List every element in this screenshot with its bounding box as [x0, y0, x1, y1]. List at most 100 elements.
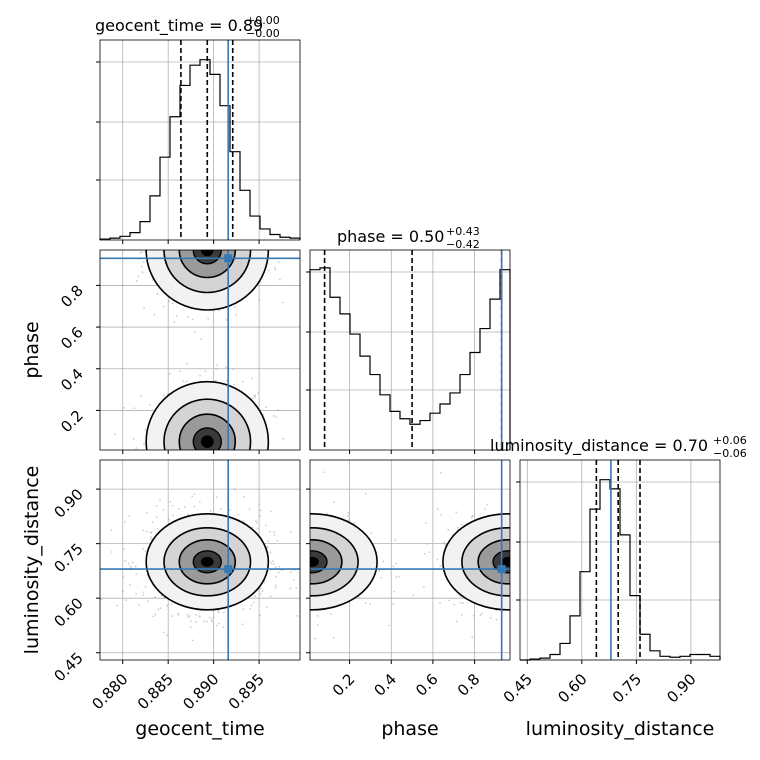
scatter-point [569, 555, 571, 557]
scatter-point [412, 594, 415, 597]
scatter-point [183, 455, 185, 457]
scatter-point [206, 620, 208, 623]
xtick-label-geocent_time: 0.880 [88, 670, 131, 713]
scatter-point [516, 511, 518, 513]
scatter-point [242, 489, 244, 491]
title-luminosity-distance-label: luminosity_distance = [490, 436, 672, 456]
scatter-point [533, 539, 535, 541]
scatter-point [274, 566, 277, 569]
scatter-point [157, 215, 159, 217]
scatter-point [281, 557, 283, 559]
scatter-point [274, 268, 277, 271]
scatter-point [513, 573, 515, 575]
scatter-point [534, 593, 536, 595]
scatter-point [557, 556, 559, 558]
scatter-point [292, 579, 295, 581]
scatter-point [302, 583, 304, 585]
scatter-point [289, 571, 292, 574]
scatter-point [538, 553, 540, 555]
scatter-point [208, 450, 210, 452]
scatter-point [370, 532, 373, 535]
contour-level-3 [192, 250, 222, 265]
scatter-point [297, 515, 299, 517]
scatter-point [455, 511, 458, 514]
xtick-label-geocent_time: 0.885 [134, 670, 177, 713]
scatter-point [283, 228, 285, 230]
scatter-point [275, 555, 277, 557]
scatter-point [272, 563, 275, 565]
scatter-point [201, 457, 203, 459]
scatter-point [220, 228, 222, 230]
scatter-point [549, 570, 551, 572]
scatter-point [220, 453, 222, 455]
scatter-point [233, 182, 235, 184]
scatter-point [296, 516, 298, 518]
scatter-point [147, 600, 149, 603]
hist-bar [450, 393, 460, 450]
scatter-point [190, 207, 192, 209]
scatter-point [185, 380, 188, 383]
scatter-point [269, 551, 272, 554]
scatter-point [271, 560, 274, 562]
scatter-point [197, 452, 199, 454]
scatter-point [235, 452, 237, 454]
scatter-point [525, 559, 527, 561]
scatter-point [199, 465, 201, 467]
scatter-point [168, 300, 170, 303]
title-luminosity-distance-value: 0.70 [672, 436, 708, 455]
scatter-point [140, 452, 142, 454]
scatter-point [176, 211, 178, 213]
scatter-point [254, 396, 256, 399]
scatter-point [219, 471, 221, 473]
scatter-point [289, 541, 291, 543]
scatter-point [271, 571, 273, 573]
scatter-point [225, 225, 227, 227]
scatter-point [269, 530, 272, 533]
title-geocent-time-plus: +0.00 [246, 14, 280, 27]
xtick-label-phase: 0.2 [329, 670, 359, 700]
scatter-point [184, 480, 186, 482]
scatter-point [460, 523, 463, 526]
scatter-point [210, 246, 212, 248]
scatter-point [135, 245, 137, 247]
scatter-point [211, 451, 213, 453]
scatter-point [178, 475, 180, 477]
scatter-point [276, 539, 279, 542]
scatter-point [186, 226, 188, 228]
xtick-label-luminosity_distance: 0.45 [500, 670, 536, 706]
scatter-point [189, 626, 192, 629]
scatter-point [198, 219, 200, 221]
scatter-point [225, 366, 228, 368]
scatter-point [222, 462, 224, 464]
xtick-label-phase: 0.6 [412, 670, 442, 700]
scatter-point [170, 603, 173, 606]
scatter-point [260, 610, 262, 612]
hist-bar [440, 404, 450, 450]
scatter-point [532, 580, 534, 582]
scatter-point [186, 231, 188, 233]
scatter-point [561, 607, 563, 609]
scatter-point [207, 317, 210, 320]
scatter-point [273, 620, 275, 622]
scatter-point [242, 608, 245, 611]
scatter-point [133, 407, 136, 410]
scatter-point [195, 216, 197, 218]
scatter-point [276, 556, 278, 558]
scatter-point [289, 585, 291, 587]
scatter-point [202, 195, 204, 197]
scatter-point [202, 457, 204, 459]
scatter-point [272, 415, 275, 417]
xtick-label-geocent_time: 0.895 [225, 670, 268, 713]
scatter-point [565, 548, 567, 550]
scatter-point [206, 244, 208, 246]
scatter-point [538, 567, 540, 569]
scatter-point [395, 562, 398, 565]
scatter-point [169, 208, 171, 210]
scatter-point [428, 551, 431, 554]
scatter-point [294, 595, 296, 597]
scatter-point [167, 518, 170, 521]
scatter-point [177, 508, 180, 510]
hist-bar [420, 421, 430, 450]
scatter-point [537, 552, 539, 554]
panel-frame [309, 459, 511, 661]
